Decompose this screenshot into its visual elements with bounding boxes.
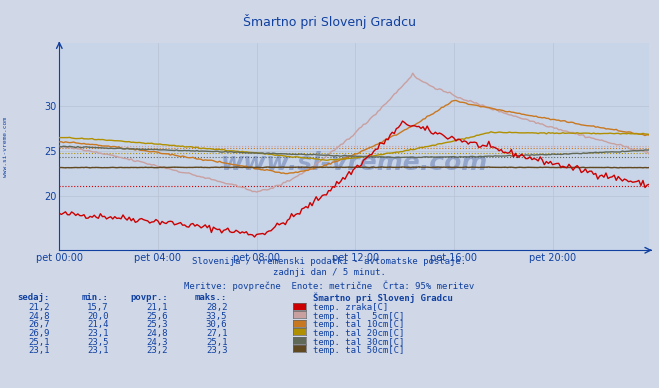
Text: 23,1: 23,1 (87, 346, 109, 355)
Text: temp. tal 30cm[C]: temp. tal 30cm[C] (313, 338, 405, 346)
Text: www.si-vreme.com: www.si-vreme.com (221, 151, 488, 175)
Text: temp. tal 10cm[C]: temp. tal 10cm[C] (313, 320, 405, 329)
Text: povpr.:: povpr.: (130, 293, 168, 302)
Text: 21,1: 21,1 (146, 303, 168, 312)
Text: 25,1: 25,1 (28, 338, 49, 346)
Text: 15,7: 15,7 (87, 303, 109, 312)
Text: 23,1: 23,1 (28, 346, 49, 355)
Text: sedaj:: sedaj: (17, 293, 49, 302)
Text: 23,5: 23,5 (87, 338, 109, 346)
Text: 28,2: 28,2 (206, 303, 227, 312)
Text: 27,1: 27,1 (206, 329, 227, 338)
Text: 25,1: 25,1 (206, 338, 227, 346)
Text: temp. zraka[C]: temp. zraka[C] (313, 303, 388, 312)
Text: zadnji dan / 5 minut.: zadnji dan / 5 minut. (273, 268, 386, 277)
Text: Slovenija / vremenski podatki - avtomatske postaje.: Slovenija / vremenski podatki - avtomats… (192, 257, 467, 266)
Text: temp. tal 20cm[C]: temp. tal 20cm[C] (313, 329, 405, 338)
Text: Meritve: povprečne  Enote: metrične  Črta: 95% meritev: Meritve: povprečne Enote: metrične Črta:… (185, 280, 474, 291)
Text: 30,6: 30,6 (206, 320, 227, 329)
Text: 21,2: 21,2 (28, 303, 49, 312)
Text: min.:: min.: (82, 293, 109, 302)
Text: 24,8: 24,8 (146, 329, 168, 338)
Text: 33,5: 33,5 (206, 312, 227, 321)
Text: maks.:: maks.: (195, 293, 227, 302)
Text: 25,6: 25,6 (146, 312, 168, 321)
Text: 25,3: 25,3 (146, 320, 168, 329)
Text: 21,4: 21,4 (87, 320, 109, 329)
Text: 20,0: 20,0 (87, 312, 109, 321)
Text: Šmartno pri Slovenj Gradcu: Šmartno pri Slovenj Gradcu (243, 14, 416, 29)
Text: 24,3: 24,3 (146, 338, 168, 346)
Text: 23,3: 23,3 (206, 346, 227, 355)
Text: 24,8: 24,8 (28, 312, 49, 321)
Text: 26,7: 26,7 (28, 320, 49, 329)
Text: Šmartno pri Slovenj Gradcu: Šmartno pri Slovenj Gradcu (313, 293, 453, 303)
Text: 23,1: 23,1 (87, 329, 109, 338)
Text: 23,2: 23,2 (146, 346, 168, 355)
Text: temp. tal  5cm[C]: temp. tal 5cm[C] (313, 312, 405, 321)
Text: temp. tal 50cm[C]: temp. tal 50cm[C] (313, 346, 405, 355)
Text: www.si-vreme.com: www.si-vreme.com (3, 118, 8, 177)
Text: 26,9: 26,9 (28, 329, 49, 338)
